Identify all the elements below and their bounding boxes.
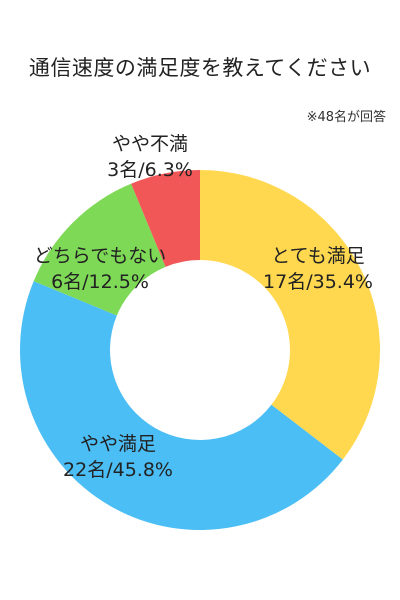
slice-label-very-satisfied: とても満足 [271,245,364,267]
slice-label-neutral: どちらでもない [34,245,166,267]
slice-very-satisfied [200,170,381,460]
slice-somewhat-satisfied [19,281,343,531]
slice-value-somewhat-satisfied: 22名/45.8% [63,459,173,481]
chart-title: 通信速度の満足度を教えてください [28,56,372,80]
slice-value-very-satisfied: 17名/35.4% [263,271,373,293]
slice-somewhat-dissatisfied [131,170,200,267]
slice-value-somewhat-dissatisfied: 3名/6.3% [107,159,193,181]
respondents-note: ※48名が回答 [306,110,386,125]
slice-value-neutral: 6名/12.5% [51,271,149,293]
slice-label-somewhat-dissatisfied: やや不満 [112,133,188,155]
slice-label-somewhat-satisfied: やや満足 [80,433,156,455]
slice-neutral [33,183,166,316]
